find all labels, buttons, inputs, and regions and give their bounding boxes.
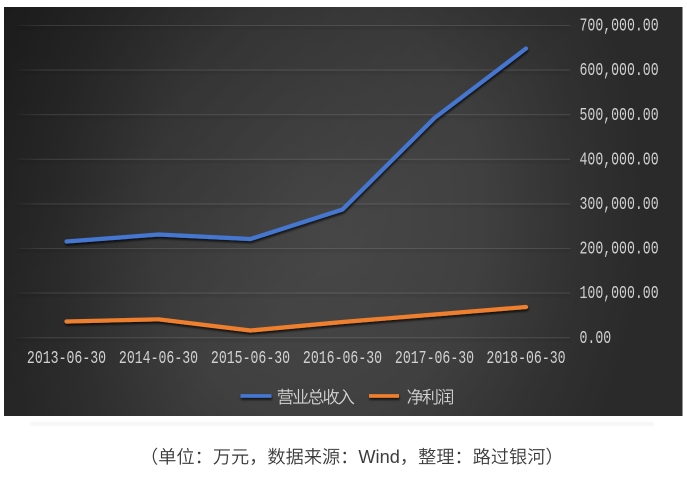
svg-text:100,000.00: 100,000.00 [580, 283, 659, 304]
svg-text:2013-06-30: 2013-06-30 [27, 348, 106, 369]
svg-text:0.00: 0.00 [580, 328, 612, 349]
svg-text:Wind: Wind [358, 447, 399, 467]
svg-text:2017-06-30: 2017-06-30 [395, 348, 474, 369]
svg-text:2018-06-30: 2018-06-30 [486, 348, 565, 369]
svg-text:200,000.00: 200,000.00 [580, 239, 659, 260]
svg-text:2016-06-30: 2016-06-30 [303, 348, 382, 369]
svg-text:400,000.00: 400,000.00 [580, 150, 659, 171]
svg-text:2014-06-30: 2014-06-30 [119, 348, 198, 369]
svg-text:700,000.00: 700,000.00 [580, 16, 659, 37]
svg-text:500,000.00: 500,000.00 [580, 105, 659, 126]
svg-text:2015-06-30: 2015-06-30 [211, 348, 290, 369]
svg-text:300,000.00: 300,000.00 [580, 194, 659, 215]
svg-text:600,000.00: 600,000.00 [580, 60, 659, 81]
